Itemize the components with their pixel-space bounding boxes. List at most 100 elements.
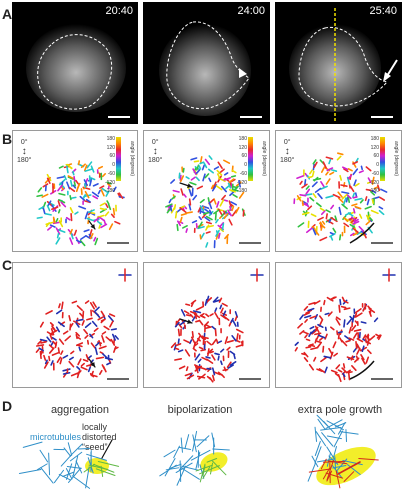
orientation-segment: [230, 175, 237, 178]
orientation-segment: [348, 217, 353, 221]
microtubule-line: [184, 434, 190, 450]
microtubule-line: [316, 414, 329, 427]
arrowhead-marker: [90, 224, 95, 229]
colorbar: [380, 137, 385, 181]
orientation-segment: [208, 209, 213, 215]
orientation-segment: [69, 194, 72, 201]
orientation-segment: [330, 369, 338, 374]
orientation-segment: [355, 312, 363, 318]
orientation-segment: [55, 309, 63, 315]
orientation-segment: [356, 337, 364, 343]
orientation-segment: [380, 188, 388, 193]
seed-region: [85, 458, 109, 474]
orientation-segment: [204, 173, 210, 179]
orientation-segment: [371, 189, 377, 194]
arrow-marker: [386, 59, 398, 77]
orientation-segment: [316, 368, 323, 372]
orientation-segment: [309, 326, 315, 330]
orientation-segment: [352, 196, 358, 199]
orientation-segment: [229, 361, 237, 367]
orientation-segment: [356, 343, 361, 351]
micrograph-a1: 20:40: [12, 2, 138, 124]
orientation-segment: [40, 350, 43, 356]
orientation-segment: [176, 223, 179, 232]
axis-legend: 0° ↕ 180°: [148, 139, 163, 164]
orientation-segment: [341, 339, 348, 347]
orientation-segment: [199, 198, 205, 204]
orientation-segment: [367, 177, 372, 184]
microtubule-line: [326, 459, 334, 481]
orientation-segment: [106, 181, 112, 185]
orientation-segment: [73, 175, 76, 182]
orientation-segment: [46, 204, 51, 212]
orientation-segment: [53, 218, 56, 224]
orientation-segment: [199, 205, 205, 212]
orientation-segment: [185, 366, 189, 372]
orientation-segment: [301, 211, 310, 216]
orientation-segment: [67, 175, 75, 180]
orientation-segment: [201, 164, 205, 171]
orientation-segment: [338, 206, 342, 216]
orientation-segment: [349, 315, 354, 321]
microtubule-line: [63, 447, 72, 457]
orientation-segment: [110, 328, 117, 331]
micrograph-a3-drawing: [289, 8, 398, 122]
orientation-segment: [220, 373, 225, 379]
orientation-segment: [114, 335, 119, 340]
microtubule-line: [87, 457, 94, 474]
orientation-segment: [104, 357, 114, 361]
orientation-segment: [205, 358, 214, 364]
orientation-segment: [62, 371, 71, 375]
scale-bar: [371, 116, 393, 118]
orientation-segment: [358, 225, 365, 232]
microtubule-line: [347, 464, 361, 476]
orientation-segment: [203, 336, 209, 340]
seed-region: [200, 452, 228, 472]
orientation-segment: [211, 338, 218, 346]
orientation-segment: [89, 333, 94, 339]
orientation-segment: [83, 179, 88, 187]
orientation-segment: [57, 184, 63, 192]
orientation-segment: [313, 300, 321, 305]
orientation-segment: [112, 207, 116, 216]
orientation-segment: [313, 176, 319, 182]
orientation-segment: [198, 332, 204, 340]
orientation-segment: [346, 369, 351, 374]
microtubule-line: [36, 463, 48, 471]
microtubule-line: [326, 446, 339, 465]
orientation-segment: [84, 300, 90, 304]
orientation-segment: [44, 359, 48, 365]
orientation-segment: [323, 299, 326, 306]
orientation-segment: [47, 226, 52, 231]
orientation-segment: [178, 365, 186, 370]
orientation-segment: [104, 211, 110, 217]
orientation-segment: [79, 239, 86, 247]
orientation-segment: [86, 339, 90, 345]
orientation-segment: [221, 222, 225, 231]
orientation-segment: [215, 229, 220, 237]
orientation-segment: [185, 314, 192, 317]
orientation-segment: [377, 184, 381, 192]
orientation-segment: [351, 324, 357, 332]
orientation-segment: [354, 192, 358, 198]
orientation-segment: [327, 311, 333, 317]
orientation-segment: [101, 335, 105, 343]
orientation-segment: [354, 320, 359, 325]
orientation-segment: [341, 203, 348, 210]
orientation-segment: [337, 331, 343, 334]
orientation-segment: [365, 166, 372, 172]
microtubule-line: [325, 419, 343, 429]
orientation-segment: [179, 175, 185, 183]
microtubule-line: [65, 468, 73, 480]
orientation-segment: [224, 177, 230, 181]
orientation-segment: [72, 184, 77, 189]
microtubule-line: [358, 457, 379, 461]
orientation-segment: [48, 344, 54, 350]
orientation-segment: [206, 375, 212, 380]
orientation-segment: [101, 173, 106, 178]
orientation-segment: [228, 178, 235, 184]
colorbar: [116, 137, 121, 181]
orientation-segment: [96, 214, 105, 219]
orientation-segment: [235, 206, 240, 214]
orientation-segment: [62, 368, 71, 372]
